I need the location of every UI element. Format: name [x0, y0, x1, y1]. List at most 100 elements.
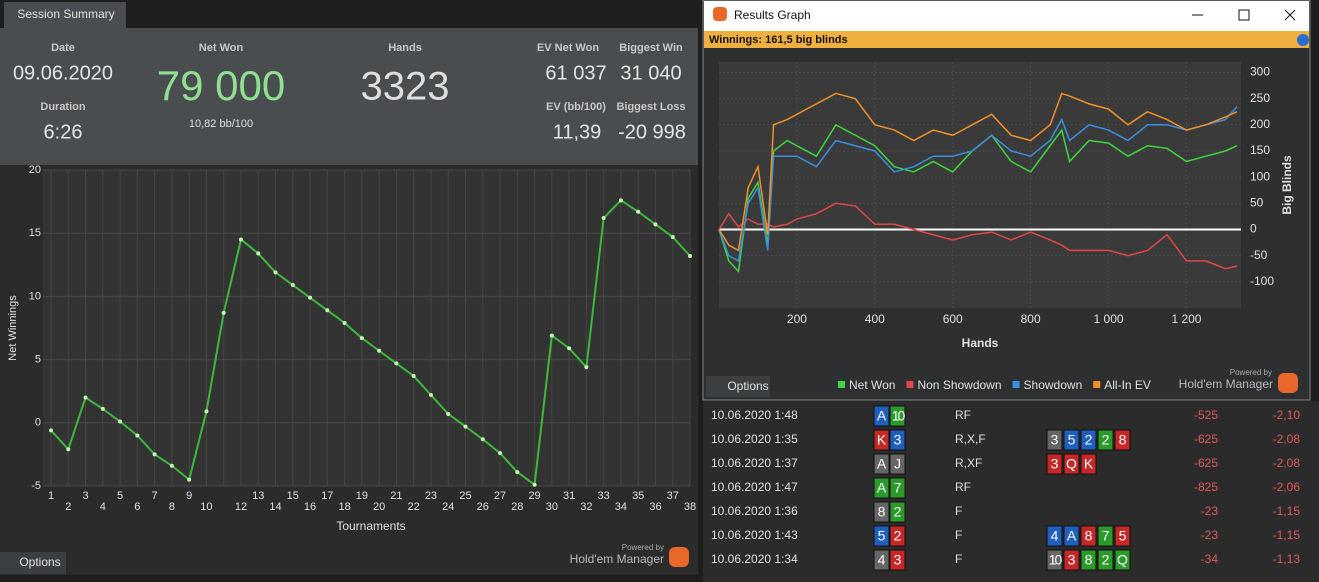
- hand-date: 10.06.2020 1:35: [711, 432, 798, 446]
- card-rank: 5: [878, 528, 886, 544]
- hand-net: -625: [1194, 456, 1218, 470]
- tab[interactable]: [4, 2, 126, 28]
- legend-label: All-In EV: [1104, 378, 1151, 392]
- hand-action: RF: [955, 480, 971, 494]
- y-tick-label: -50: [1250, 248, 1268, 262]
- x-tick-label: 13: [252, 490, 264, 502]
- title-bar: [704, 1, 1309, 31]
- x-tick-label: 7: [152, 490, 158, 502]
- options-label[interactable]: Options: [727, 379, 768, 393]
- x-tick-label: 600: [943, 312, 963, 326]
- point: [584, 365, 589, 370]
- options-button[interactable]: [706, 376, 770, 397]
- point: [273, 270, 278, 275]
- hand-action: F: [955, 504, 962, 518]
- hands: 3323: [361, 65, 450, 109]
- brand: Hold'em Manager: [1179, 377, 1273, 391]
- point: [221, 310, 226, 315]
- card-rank: 8: [878, 504, 886, 520]
- x-tick-label: 35: [632, 490, 644, 502]
- point: [83, 395, 88, 400]
- card-rank: 8: [1085, 528, 1093, 544]
- point: [135, 433, 140, 438]
- card-rank: 3: [894, 552, 902, 568]
- logo: [1278, 373, 1298, 393]
- x-tick-label: 12: [235, 501, 247, 513]
- card-rank: 4: [1051, 528, 1059, 544]
- legend-label: Non Showdown: [917, 378, 1001, 392]
- card: [873, 549, 890, 571]
- help-icon[interactable]: [1297, 34, 1309, 46]
- card: [1080, 429, 1097, 451]
- card: [889, 429, 906, 451]
- options-button[interactable]: [0, 552, 66, 574]
- winnings: Winnings: 161,5 big blinds: [709, 34, 848, 46]
- stat-value: -20 998: [618, 121, 686, 143]
- y-tick-label: 150: [1250, 143, 1270, 157]
- legend-swatch: [1012, 381, 1020, 388]
- hand-date: 10.06.2020 1:34: [711, 552, 798, 566]
- card: [1097, 429, 1114, 451]
- y-tick-label: 0: [1250, 222, 1257, 236]
- card: [889, 501, 906, 523]
- x-tick-label: 28: [511, 501, 523, 513]
- legend-swatch: [1093, 381, 1101, 388]
- card-rank: A: [877, 408, 887, 424]
- x-tick-label: 800: [1021, 312, 1041, 326]
- stat-label: Biggest Win: [619, 42, 683, 54]
- legend-label: Showdown: [1024, 378, 1083, 392]
- y-tick-label: 300: [1250, 65, 1270, 79]
- x-tick-label: 23: [425, 490, 437, 502]
- card-rank: A: [877, 480, 887, 496]
- hands-table: 10.06.2020 1:48 A 10 RF -525 -2,1010.06.2020 …: [703, 401, 1319, 582]
- card-rank: 3: [894, 432, 902, 448]
- stat-sub: 10,82 bb/100: [189, 118, 253, 130]
- card-rank: Q: [1066, 456, 1077, 472]
- brand: Hold'em Manager: [570, 552, 664, 566]
- point: [653, 222, 658, 227]
- card: [1114, 549, 1131, 571]
- hand-net: -625: [1194, 432, 1218, 446]
- stat-label: Biggest Loss: [616, 101, 685, 113]
- card-rank: 5: [1068, 432, 1076, 448]
- powered-by: Powered by: [1230, 368, 1272, 377]
- y-tick-label: -100: [1250, 274, 1274, 288]
- close[interactable]: [1284, 9, 1296, 21]
- line: [718, 105, 1238, 263]
- x-tick-label: 6: [134, 501, 140, 513]
- point: [325, 308, 330, 313]
- card: [1114, 525, 1131, 547]
- legend-swatch: [906, 381, 914, 388]
- point: [152, 452, 157, 457]
- x-tick-label: 5: [117, 490, 123, 502]
- card: [1114, 429, 1131, 451]
- x-tick-label: 18: [338, 501, 350, 513]
- options-label[interactable]: Options: [19, 555, 60, 569]
- x-tick-label: 10: [200, 501, 212, 513]
- hand-net: -34: [1201, 552, 1219, 566]
- hand-date: 10.06.2020 1:37: [711, 456, 798, 470]
- tab-label[interactable]: Session Summary: [17, 7, 114, 21]
- card-rank: 4: [878, 552, 886, 568]
- card: [1097, 549, 1114, 571]
- hand-bb: -1,15: [1273, 504, 1301, 518]
- point: [204, 409, 209, 414]
- point: [49, 428, 53, 433]
- x-tick-label: 21: [390, 490, 402, 502]
- card: [889, 405, 906, 427]
- card-rank: 2: [894, 528, 902, 544]
- x-tick-label: 17: [321, 490, 333, 502]
- winnings-bar: [704, 31, 1309, 48]
- y-axis-label: Big Blinds: [1280, 155, 1294, 215]
- card: [889, 453, 906, 475]
- maximize[interactable]: [1238, 9, 1250, 21]
- point: [618, 198, 623, 203]
- point: [688, 253, 692, 258]
- card-rank: Q: [1117, 552, 1128, 568]
- point: [463, 424, 468, 429]
- point: [567, 346, 572, 351]
- card-rank: J: [894, 456, 901, 472]
- x-tick-label: 27: [494, 490, 506, 502]
- card-rank: 7: [894, 480, 902, 496]
